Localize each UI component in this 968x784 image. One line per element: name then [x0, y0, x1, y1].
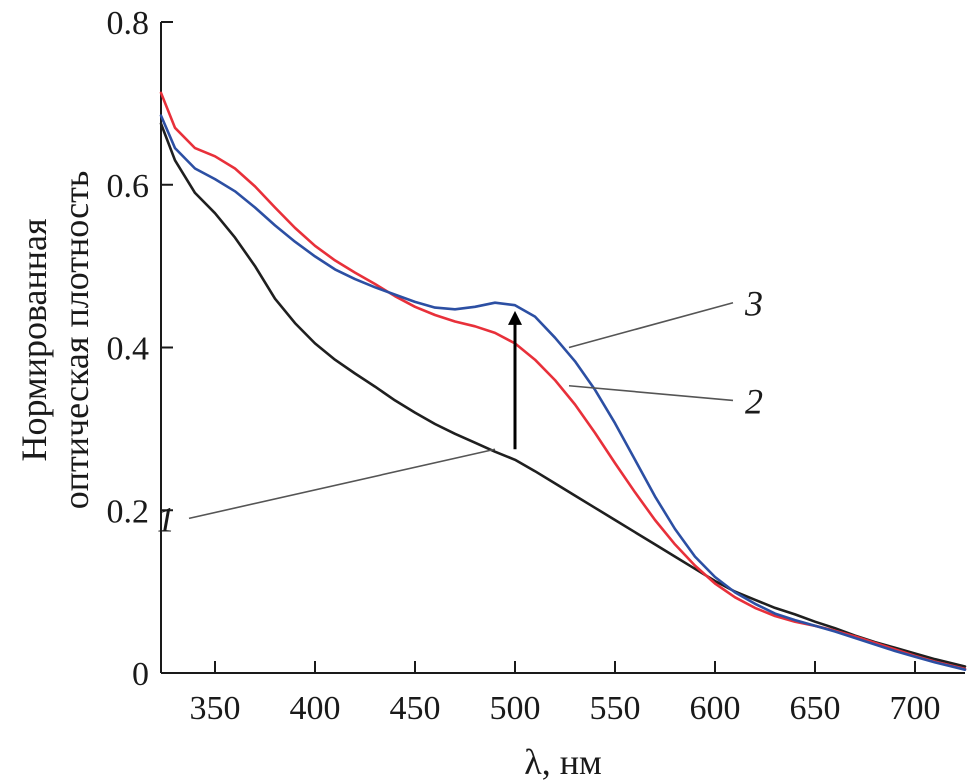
series-layer	[159, 91, 967, 671]
series-line-2	[159, 91, 967, 671]
y-tick-label: 0	[132, 656, 149, 693]
x-tick-label: 700	[890, 690, 941, 727]
x-axis-title: λ, нм	[524, 742, 602, 782]
shift-arrow-head	[508, 310, 522, 325]
x-tick-label: 350	[190, 690, 241, 727]
x-tick-label: 550	[590, 690, 641, 727]
annotation-layer: 1 2 3	[157, 284, 763, 540]
x-tick-label: 450	[390, 690, 441, 727]
y-tick-label: 0.2	[107, 493, 150, 530]
y-axis-ticks: 0 0.2 0.4 0.6 0.8	[107, 5, 173, 693]
x-tick-label: 400	[290, 690, 341, 727]
x-axis-ticks: 350 400 450 500 550 600 650 700	[190, 661, 941, 727]
x-tick-label: 600	[690, 690, 741, 727]
y-axis-title-line-1: Нормированная	[14, 218, 54, 461]
x-tick-label: 500	[490, 690, 541, 727]
curve-leader-2	[568, 384, 734, 402]
y-axis-title: Нормированная оптическая плотность	[14, 171, 96, 509]
curve-label-1: 1	[157, 499, 175, 539]
curve-label-3: 3	[744, 284, 763, 324]
y-tick-label: 0.8	[107, 5, 150, 42]
curve-leader-3	[568, 301, 734, 349]
y-tick-label: 0.4	[107, 331, 150, 368]
curve-leader-1	[188, 448, 496, 520]
curve-label-2: 2	[745, 381, 763, 421]
series-line-3	[159, 114, 967, 671]
y-tick-label: 0.6	[107, 168, 150, 205]
y-axis-title-line-2: оптическая плотность	[56, 171, 96, 509]
series-line-1	[159, 122, 967, 668]
x-tick-label: 650	[790, 690, 841, 727]
